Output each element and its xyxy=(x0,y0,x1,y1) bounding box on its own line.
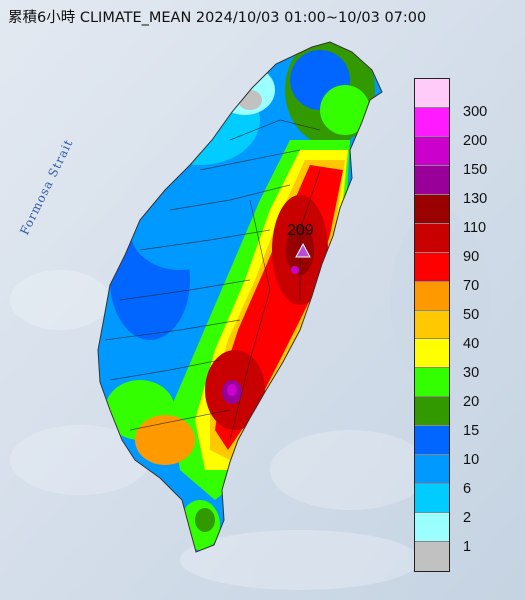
legend-swatch xyxy=(415,310,449,340)
legend-swatch xyxy=(415,165,449,195)
legend-label: 130 xyxy=(463,191,488,208)
legend-label: 10 xyxy=(463,451,480,468)
legend-label: 20 xyxy=(463,393,480,410)
map-title: 累積6小時 CLIMATE_MEAN 2024/10/03 01:00~10/0… xyxy=(8,10,427,26)
district-boundaries xyxy=(104,119,321,441)
legend-label: 300 xyxy=(463,104,488,121)
legend-label: 6 xyxy=(463,480,472,497)
legend-label: 110 xyxy=(463,220,487,237)
legend-label: 200 xyxy=(463,133,488,150)
legend-swatch xyxy=(415,79,449,108)
legend-swatch xyxy=(415,426,449,456)
legend-label: 150 xyxy=(463,162,488,179)
legend-swatch xyxy=(415,107,449,137)
legend-label: 70 xyxy=(463,278,480,295)
legend-label: 2 xyxy=(463,509,472,526)
max-rainfall-marker xyxy=(295,242,311,258)
legend-label: 30 xyxy=(463,364,480,381)
legend-swatch xyxy=(415,339,449,369)
legend-swatch xyxy=(415,513,449,542)
legend-swatch xyxy=(415,223,449,253)
legend-swatch xyxy=(415,368,449,398)
legend-swatch xyxy=(415,397,449,427)
legend-swatch xyxy=(415,542,449,571)
legend-label: 40 xyxy=(463,336,480,352)
legend-swatch xyxy=(415,484,449,514)
legend-swatch xyxy=(415,252,449,282)
legend-label: 15 xyxy=(463,422,480,439)
legend-label: 50 xyxy=(463,307,480,324)
legend-swatch xyxy=(415,455,449,485)
legend-label: 90 xyxy=(463,249,480,266)
legend-swatch xyxy=(415,136,449,166)
legend-swatch xyxy=(415,194,449,224)
legend-swatch xyxy=(415,281,449,311)
peak-value-label: 209 xyxy=(287,222,314,239)
color-legend xyxy=(414,78,450,572)
legend-label: 1 xyxy=(463,538,472,555)
